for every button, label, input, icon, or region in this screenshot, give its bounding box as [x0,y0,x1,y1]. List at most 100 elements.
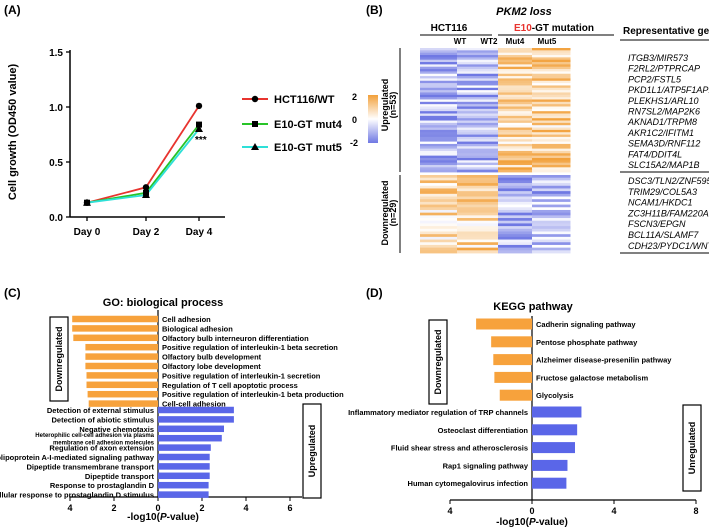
heatmap-cell [457,180,499,184]
heatmap-cell [457,177,499,181]
heatmap-cell [420,244,458,249]
heatmap-cell [498,127,533,131]
heatmap-cell [457,99,499,103]
heatmap-cell [532,207,571,211]
heatmap-cell [420,118,458,121]
heatmap-cell [532,57,571,61]
heatmap-cell [420,55,458,58]
heatmap-cell [498,101,533,105]
up-bar [158,444,211,451]
heatmap-cell [498,196,533,200]
heatmap-cell [420,57,458,61]
point-mut5 [195,125,203,132]
heatmap-cell [457,104,499,107]
heatmap [420,48,571,254]
up-term-label: Dipeptide transmembrane transport [26,462,154,471]
heatmap-cell [532,83,571,86]
heatmap-cell [420,183,458,187]
heatmap-cell [498,201,533,205]
heatmap-cell [532,220,571,224]
heatmap-cell [498,64,533,68]
down-gene-label: NCAM1/HKDC1 [628,198,693,208]
up-bar [532,406,582,418]
heatmap-cell [457,48,499,51]
heatmap-cell [498,215,533,219]
group-label-hct116: HCT116 [431,23,468,34]
heatmap-cell [498,83,533,86]
heatmap-cell [457,76,499,79]
heatmap-cell [532,226,571,230]
down-gene-label: TRIM29/COL5A3 [628,187,697,197]
heatmap-cell [532,115,571,119]
rep-genes-header: Representative genes [623,26,709,37]
heatmap-cell [457,250,499,254]
heatmap-cell [420,50,458,54]
legend: HCT116/WT E10-GT mut4 E10-GT mut5 [242,94,343,154]
heatmap-cell [532,250,571,254]
heatmap-cell [498,76,533,79]
heatmap-cell [498,115,533,119]
down-bar [85,343,158,351]
heatmap-cell [420,83,458,86]
heatmap-cell [420,242,458,246]
heatmap-cell [420,92,458,96]
heatmap-cell [420,122,458,126]
down-bar [87,390,158,398]
heatmap-cell [498,55,533,58]
heatmap-cell [532,59,571,63]
heatmap-cell [532,193,571,197]
up-gene-label: SLC15A2/MAP1B [628,160,700,170]
heatmap-cell [498,57,533,61]
down-term-label: Olfactory lobe development [162,362,261,371]
heatmap-cell [498,136,533,140]
heatmap-cell [498,143,533,147]
x-tick-label: Day 2 [133,227,160,238]
heatmap-cell [457,175,499,179]
heatmap-cell [498,204,533,208]
x-tick-label: Day 0 [74,227,101,238]
heatmap-cell [457,129,499,133]
heatmap-cell [532,92,571,96]
heatmap-cell [498,209,533,214]
heatmap-cell [498,153,533,157]
point-mut4 [196,121,202,128]
heatmap-cell [532,111,571,114]
heatmap-cell [457,106,499,110]
up-term-label: Apolipoprotein A-I-mediated signaling pa… [0,453,155,462]
up-bar [158,406,234,414]
panel-label-a: (A) [4,3,21,17]
heatmap-cell [498,160,533,164]
up-gene-label: SEMA3D/RNF112 [628,139,700,149]
heatmap-cell [420,218,458,222]
heatmap-cell [498,239,533,243]
heatmap-cell [420,113,458,117]
heatmap-cell [498,111,533,114]
heatmap-cell [457,80,499,84]
heatmap-cell [532,239,571,243]
heatmap-cell [420,150,458,154]
heatmap-cell [457,125,499,128]
down-bar [491,336,532,348]
point-mut5 [83,198,91,206]
heatmap-cell [457,199,499,203]
col-label-mut4: Mut4 [506,37,525,46]
heatmap-cell [498,175,533,179]
heatmap-cell [532,132,571,135]
heatmap-cell [457,150,499,154]
heatmap-cell [498,244,533,249]
heatmap-cell [498,106,533,110]
heatmap-cell [532,85,571,89]
legend-marker-mut5 [251,143,259,150]
heatmap-cell [457,101,499,105]
heatmap-cell [498,129,533,133]
heatmap-cell [457,90,499,93]
heatmap-cell [498,250,533,254]
x-tick-label: 2 [199,503,204,513]
heatmap-cell [498,162,533,166]
heatmap-cell [532,191,571,195]
heatmap-cell [420,78,458,82]
heatmap-cell [532,94,571,98]
kegg-title: KEGG pathway [493,301,573,313]
